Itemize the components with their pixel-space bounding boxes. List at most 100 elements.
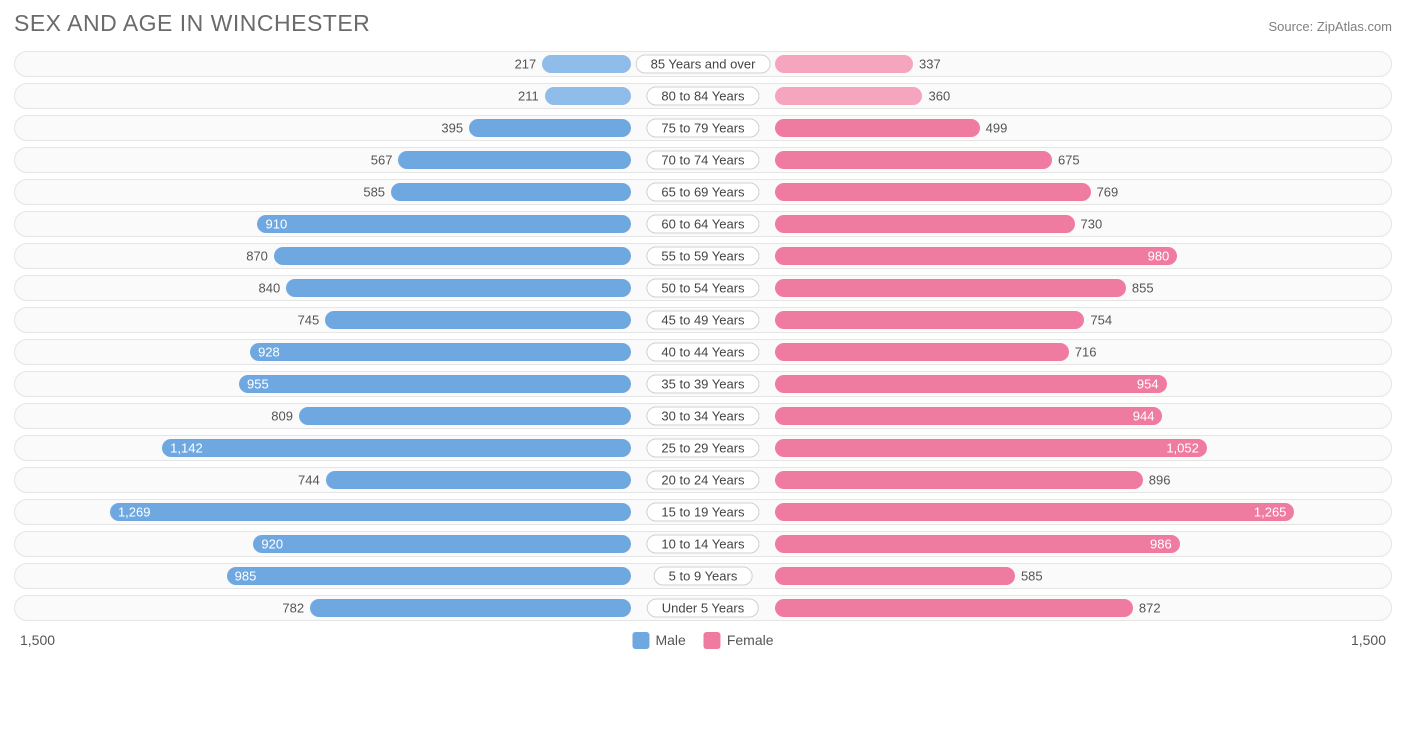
age-group-label: Under 5 Years <box>647 599 759 618</box>
age-group-label: 10 to 14 Years <box>646 535 759 554</box>
female-value-label: 1,265 <box>1254 505 1287 520</box>
male-bar <box>545 87 632 105</box>
male-value-label: 782 <box>282 601 304 616</box>
male-bar <box>469 119 631 137</box>
female-bar <box>775 247 1178 265</box>
female-bar <box>775 375 1167 393</box>
chart-row: 217 337 85 Years and over <box>14 51 1392 77</box>
chart-row: 585 769 65 to 69 Years <box>14 179 1392 205</box>
female-value-label: 896 <box>1149 473 1171 488</box>
age-group-label: 50 to 54 Years <box>646 279 759 298</box>
female-bar <box>775 567 1015 585</box>
male-value-label: 744 <box>298 473 320 488</box>
female-value-label: 585 <box>1021 569 1043 584</box>
chart-row: 92098610 to 14 Years <box>14 531 1392 557</box>
male-bar <box>250 343 631 361</box>
chart-body: 21733785 Years and over21136080 to 84 Ye… <box>14 51 1392 621</box>
female-bar <box>775 215 1075 233</box>
male-value-label: 585 <box>363 185 385 200</box>
male-value-label: 920 <box>261 537 283 552</box>
age-group-label: 60 to 64 Years <box>646 215 759 234</box>
age-group-label: 35 to 39 Years <box>646 375 759 394</box>
axis-label-right: 1,500 <box>1351 632 1386 648</box>
male-bar <box>326 471 632 489</box>
female-bar <box>775 279 1126 297</box>
chart-source: Source: ZipAtlas.com <box>1268 19 1392 34</box>
male-value-label: 870 <box>246 249 268 264</box>
chart-row: 21136080 to 84 Years <box>14 83 1392 109</box>
age-group-label: 30 to 34 Years <box>646 407 759 426</box>
female-value-label: 954 <box>1137 377 1159 392</box>
chart-row: 928 716 40 to 44 Years <box>14 339 1392 365</box>
chart-row: 744 896 20 to 24 Years <box>14 467 1392 493</box>
female-bar <box>775 343 1069 361</box>
age-group-label: 40 to 44 Years <box>646 343 759 362</box>
female-value-label: 855 <box>1132 281 1154 296</box>
chart-row: 955 954 35 to 39 Years <box>14 371 1392 397</box>
male-value-label: 840 <box>259 281 281 296</box>
female-value-label: 360 <box>928 89 950 104</box>
female-value-label: 1,052 <box>1166 441 1199 456</box>
male-bar <box>257 215 631 233</box>
male-value-label: 809 <box>271 409 293 424</box>
age-group-label: 55 to 59 Years <box>646 247 759 266</box>
female-bar <box>775 599 1133 617</box>
female-bar <box>775 439 1207 457</box>
age-group-label: 70 to 74 Years <box>646 151 759 170</box>
male-bar <box>398 151 631 169</box>
female-bar <box>775 55 913 73</box>
male-value-label: 928 <box>258 345 280 360</box>
female-bar <box>775 311 1085 329</box>
age-group-label: 25 to 29 Years <box>646 439 759 458</box>
male-value-label: 395 <box>441 121 463 136</box>
chart-header: SEX AND AGE IN WINCHESTER Source: ZipAtl… <box>14 10 1392 37</box>
chart-legend: Male Female <box>632 632 773 649</box>
age-group-label: 65 to 69 Years <box>646 183 759 202</box>
chart-row: 1,269 1,265 15 to 19 Years <box>14 499 1392 525</box>
male-value-label: 567 <box>371 153 393 168</box>
male-value-label: 910 <box>265 217 287 232</box>
age-group-label: 85 Years and over <box>636 55 771 74</box>
male-bar <box>286 279 631 297</box>
age-group-label: 75 to 79 Years <box>646 119 759 138</box>
legend-label-male: Male <box>655 632 685 648</box>
male-value-label: 217 <box>515 57 537 72</box>
chart-row: 80994430 to 34 Years <box>14 403 1392 429</box>
population-pyramid-chart: 21733785 Years and over21136080 to 84 Ye… <box>14 51 1392 651</box>
male-value-label: 985 <box>235 569 257 584</box>
age-group-label: 15 to 19 Years <box>646 503 759 522</box>
female-bar <box>775 407 1163 425</box>
male-bar <box>239 375 631 393</box>
male-bar <box>299 407 631 425</box>
female-bar <box>775 183 1091 201</box>
age-group-label: 20 to 24 Years <box>646 471 759 490</box>
female-value-label: 716 <box>1075 345 1097 360</box>
female-value-label: 769 <box>1097 185 1119 200</box>
male-bar <box>542 55 631 73</box>
male-bar <box>274 247 632 265</box>
female-bar <box>775 471 1143 489</box>
chart-row: 985 585 5 to 9 Years <box>14 563 1392 589</box>
female-bar <box>775 503 1295 521</box>
female-value-label: 337 <box>919 57 941 72</box>
chart-title: SEX AND AGE IN WINCHESTER <box>14 10 370 37</box>
male-value-label: 211 <box>518 89 539 104</box>
female-value-label: 675 <box>1058 153 1080 168</box>
chart-row: 395 499 75 to 79 Years <box>14 115 1392 141</box>
female-value-label: 730 <box>1081 217 1103 232</box>
female-value-label: 499 <box>986 121 1008 136</box>
female-value-label: 754 <box>1090 313 1112 328</box>
male-swatch-icon <box>632 632 649 649</box>
female-bar <box>775 151 1052 169</box>
legend-item-male: Male <box>632 632 685 649</box>
age-group-label: 5 to 9 Years <box>654 567 753 586</box>
male-value-label: 955 <box>247 377 269 392</box>
male-value-label: 1,269 <box>118 505 151 520</box>
male-bar <box>310 599 631 617</box>
legend-label-female: Female <box>727 632 774 648</box>
female-bar <box>775 87 923 105</box>
female-swatch-icon <box>704 632 721 649</box>
female-bar <box>775 119 980 137</box>
chart-row: 1,1421,05225 to 29 Years <box>14 435 1392 461</box>
chart-row: 782872Under 5 Years <box>14 595 1392 621</box>
